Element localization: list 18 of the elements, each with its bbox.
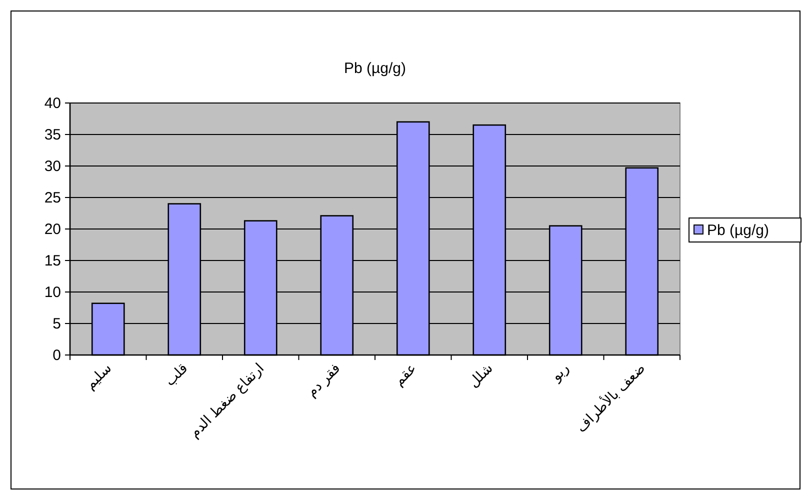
y-tick-label: 25 [44,190,61,206]
y-tick-label: 10 [44,284,61,301]
x-tick-label: سليم [82,360,115,393]
x-tick-label: ربو [547,360,572,386]
x-tick-label: عقم [390,360,420,390]
y-tick-label: 0 [52,347,61,364]
y-tick-label: 40 [44,95,61,112]
y-tick-label: 30 [44,158,61,175]
legend-label: Pb (µg/g) [707,222,770,239]
legend: Pb (µg/g) [688,218,802,242]
x-tick-label: شلل [465,360,496,390]
x-tick-label: ضعف بالأطراف [572,359,649,436]
x-tick-label: فقر دم [303,360,344,400]
chart-title: Pb (µg/g) [344,60,406,77]
y-tick-label: 5 [52,316,61,332]
y-tick-label: 35 [44,126,61,144]
y-tick-label: 15 [44,252,61,270]
y-tick-label: 20 [44,221,61,238]
